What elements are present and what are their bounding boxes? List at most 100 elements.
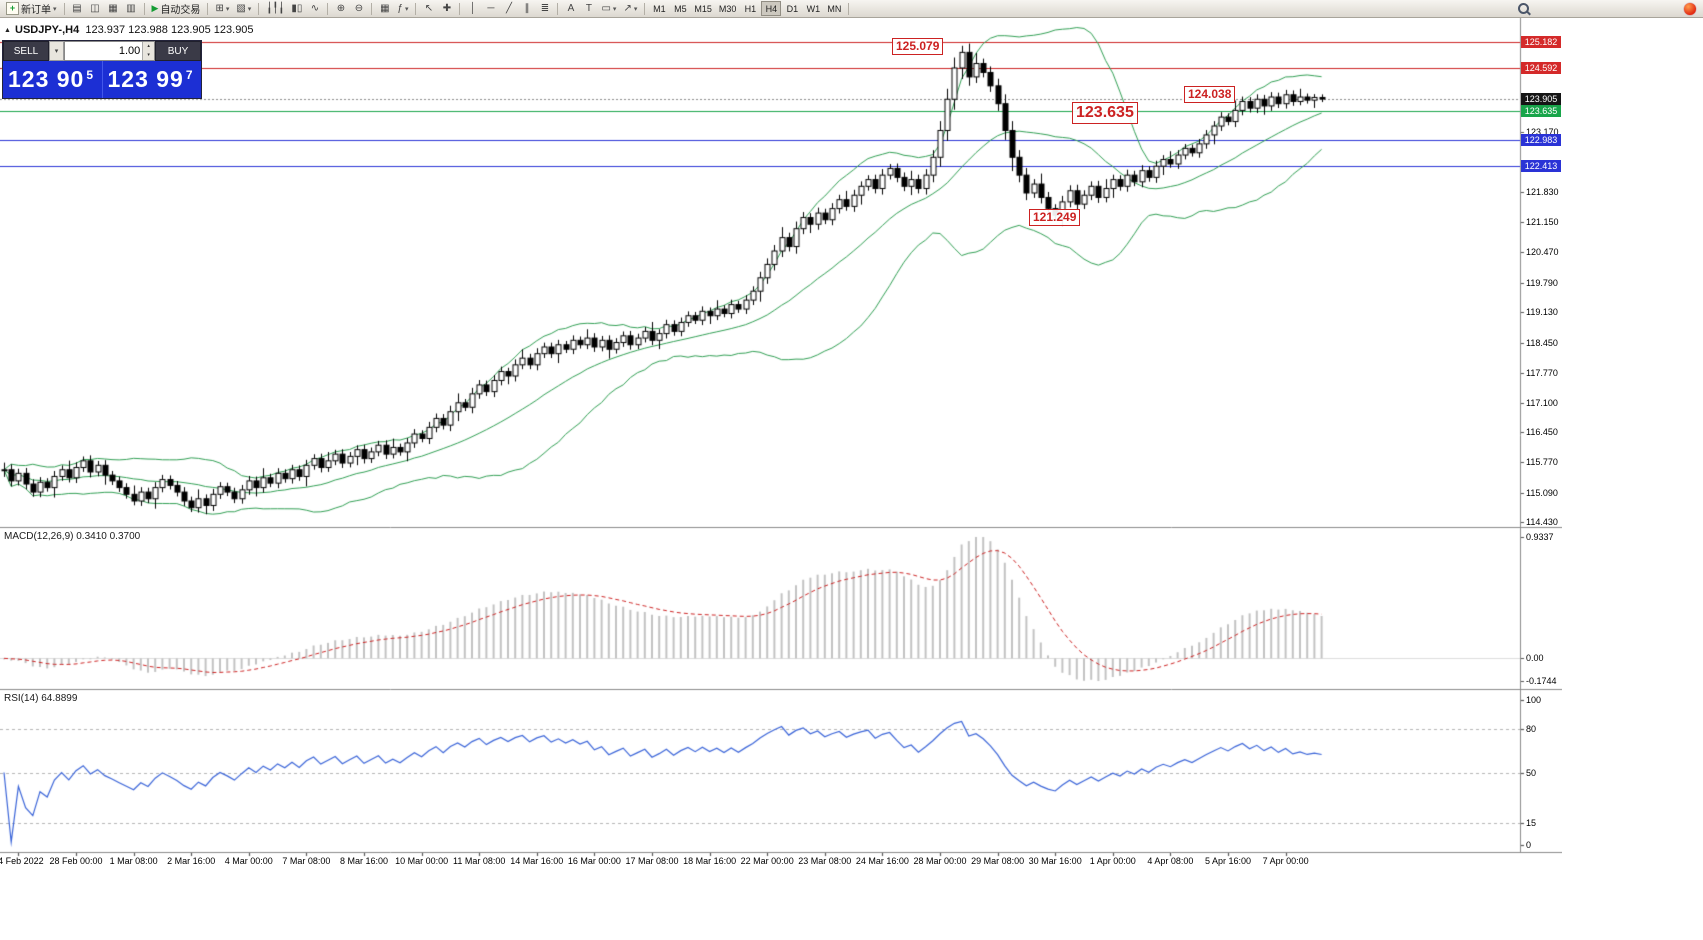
- toolbar-separator: [557, 2, 559, 15]
- caret-down-icon: ▾: [53, 5, 57, 13]
- time-axis-label: 10 Mar 00:00: [395, 856, 449, 866]
- toolbar-separator: [459, 2, 461, 15]
- timeframe-w1-button[interactable]: W1: [806, 3, 821, 14]
- price-line-label: 123.635: [1521, 105, 1561, 118]
- zoom-in-icon: ⊕: [336, 2, 346, 14]
- panel-collapse-icon[interactable]: ▲: [4, 27, 11, 34]
- indicators-icon: ƒ: [397, 2, 403, 14]
- price-annotation[interactable]: 124.038: [1184, 86, 1236, 103]
- price-line-label: 123.905: [1521, 93, 1561, 106]
- rsi-axis-label: 50: [1526, 767, 1537, 778]
- toolbar-separator: [415, 2, 417, 15]
- profiles-icon: ▧: [236, 2, 246, 14]
- trendline-button[interactable]: ╱: [500, 1, 517, 16]
- data-window-button[interactable]: ◫: [87, 1, 104, 16]
- shapes-icon: ▭: [601, 2, 611, 14]
- rsi-axis-label: 80: [1526, 724, 1537, 734]
- timeframe-m1-button[interactable]: M1: [653, 3, 666, 14]
- rsi-axis-label: 15: [1526, 818, 1537, 829]
- price-line-label: 124.592: [1521, 62, 1561, 75]
- time-axis-label: 11 Mar 08:00: [453, 856, 506, 866]
- zoom-in-button[interactable]: ⊕: [332, 1, 349, 16]
- crosshair-button[interactable]: ✚: [438, 1, 455, 16]
- timeframe-m5-button[interactable]: M5: [674, 3, 687, 14]
- app-logo-icon[interactable]: [1684, 2, 1696, 15]
- arrows-icon: ↗: [623, 2, 632, 14]
- terminal-icon: ▥: [126, 2, 136, 14]
- new-chart-button[interactable]: ⊞ ▾: [212, 1, 232, 16]
- price-annotation[interactable]: 125.079: [892, 38, 944, 55]
- horizontal-line-button[interactable]: ─: [482, 1, 499, 16]
- macd-indicator-label: MACD(12,26,9) 0.3410 0.3700: [4, 531, 141, 542]
- timeframe-mn-button[interactable]: MN: [827, 3, 842, 14]
- market-watch-button[interactable]: ▤: [69, 1, 86, 16]
- volume-down-button[interactable]: ▾: [143, 51, 154, 60]
- time-axis-label: 7 Apr 00:00: [1262, 856, 1309, 866]
- toolbar-separator: [143, 2, 145, 15]
- caret-down-icon: ▾: [633, 5, 638, 13]
- search-button[interactable]: [1515, 1, 1532, 16]
- label-icon: T: [585, 2, 593, 14]
- time-axis-label: 4 Apr 08:00: [1147, 856, 1194, 866]
- sell-button[interactable]: SELL: [3, 41, 49, 61]
- volume-up-button[interactable]: ▴: [143, 42, 154, 51]
- autotrade-button[interactable]: ▶ 自动交易: [149, 1, 204, 16]
- fibonacci-icon: ≣: [540, 2, 550, 14]
- trade-panel-prices: 123 90 5 123 99 7: [3, 61, 201, 98]
- line-chart-icon: ∿: [310, 2, 320, 14]
- indicators-button[interactable]: ƒ ▾: [394, 1, 411, 16]
- buy-button[interactable]: BUY: [155, 41, 201, 61]
- profiles-button[interactable]: ▧ ▾: [233, 1, 254, 16]
- new-order-button[interactable]: + 新订单 ▾: [3, 1, 60, 16]
- vertical-line-button[interactable]: │: [464, 1, 481, 16]
- price-tick-label: 114.430: [1526, 516, 1558, 527]
- buy-price-main: 123 99: [107, 66, 184, 92]
- bars-chart-button[interactable]: ╽╿╽: [263, 1, 287, 16]
- shapes-button[interactable]: ▭ ▾: [598, 1, 619, 16]
- sell-price-sup: 5: [86, 67, 94, 82]
- line-chart-button[interactable]: ∿: [306, 1, 323, 16]
- navigator-button[interactable]: ▦: [105, 1, 122, 16]
- toolbar-separator: [644, 2, 646, 15]
- zoom-out-button[interactable]: ⊖: [350, 1, 367, 16]
- terminal-button[interactable]: ▥: [123, 1, 140, 16]
- text-icon: A: [567, 2, 575, 14]
- fibonacci-button[interactable]: ≣: [536, 1, 553, 16]
- chart-canvas[interactable]: [0, 18, 1562, 940]
- trade-options-caret-icon[interactable]: ▾: [49, 41, 64, 61]
- time-axis-label: 16 Mar 00:00: [567, 856, 621, 866]
- candles-chart-button[interactable]: ▮▯: [288, 1, 305, 16]
- timeframe-d1-button[interactable]: D1: [786, 3, 799, 14]
- arrows-button[interactable]: ↗ ▾: [620, 1, 640, 16]
- price-tick-label: 118.450: [1526, 337, 1558, 348]
- text-button[interactable]: A: [562, 1, 579, 16]
- toolbar-separator: [63, 2, 65, 15]
- ohlc-values: 123.937 123.988 123.905 123.905: [85, 24, 254, 36]
- price-annotation[interactable]: 123.635: [1072, 102, 1138, 124]
- new-order-label: 新订单: [21, 5, 51, 16]
- cursor-button[interactable]: ↖: [420, 1, 437, 16]
- sell-price-display[interactable]: 123 90 5: [3, 61, 102, 98]
- channel-button[interactable]: ∥: [518, 1, 535, 16]
- tile-windows-button[interactable]: ▦: [376, 1, 393, 16]
- time-axis-label: 1 Mar 08:00: [109, 856, 158, 866]
- time-axis-label: 30 Mar 16:00: [1028, 856, 1082, 866]
- time-axis-label: 7 Mar 08:00: [282, 856, 331, 866]
- chart-title: USDJPY-,H4 123.937 123.988 123.905 123.9…: [15, 24, 254, 36]
- tile-windows-icon: ▦: [380, 2, 390, 14]
- time-axis-label: 4 Mar 00:00: [224, 856, 273, 866]
- time-axis-label: 17 Mar 08:00: [625, 856, 679, 866]
- timeframe-h1-button[interactable]: H1: [744, 3, 757, 14]
- buy-price-display[interactable]: 123 99 7: [101, 61, 202, 98]
- bars-chart-icon: ╽╿╽: [266, 2, 285, 14]
- timeframe-m30-button[interactable]: M30: [718, 3, 737, 14]
- label-button[interactable]: T: [580, 1, 597, 16]
- price-line-label: 122.413: [1521, 159, 1561, 172]
- timeframe-h4-button[interactable]: H4: [761, 1, 782, 16]
- timeframe-m15-button[interactable]: M15: [694, 3, 712, 14]
- rsi-axis-label: 100: [1526, 695, 1542, 705]
- price-annotation[interactable]: 121.249: [1029, 209, 1081, 226]
- volume-input[interactable]: [65, 42, 143, 60]
- new-order-icon: +: [6, 2, 19, 15]
- sell-price-main: 123 90: [8, 66, 85, 92]
